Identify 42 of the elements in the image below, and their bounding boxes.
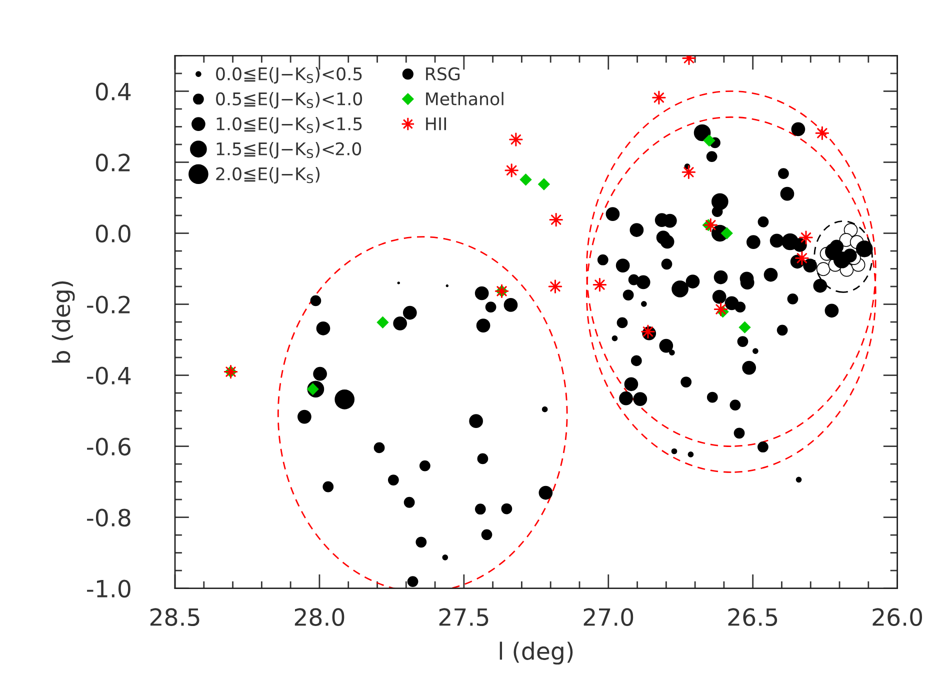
x-tick-label: 27.5 (439, 608, 488, 626)
y-tick-label: -0.4 (87, 366, 131, 385)
legend-label: 1.5≦E(J−K$_{S}$)<2.0 (216, 142, 362, 159)
legend-label: 1.0≦E(J−K$_{S}$)<1.5 (216, 116, 362, 134)
point (714, 302, 728, 316)
x-tick-label: 27.0 (584, 608, 634, 626)
legend-label: Methanol (426, 92, 504, 106)
point (509, 132, 523, 146)
point (815, 126, 830, 140)
y-tick-label: 0.0 (96, 224, 130, 243)
x-axis-title: l (deg) (500, 642, 573, 665)
point (376, 316, 389, 328)
point (549, 212, 563, 227)
x-tick-label: 28.0 (294, 608, 344, 626)
point (799, 230, 813, 244)
x-tick-label: 26.0 (872, 608, 922, 626)
y-tick-label: 0.4 (96, 82, 131, 101)
legend-label: RSG (426, 67, 460, 80)
y-tick-label: -1.0 (87, 580, 130, 598)
y-axis-title: b (deg) (52, 281, 75, 363)
point (504, 164, 518, 178)
point (795, 251, 809, 265)
x-tick-label: 28.5 (150, 608, 200, 626)
point (682, 165, 696, 180)
legend-label: 2.0≦E(J−K$_{S}$) (216, 166, 320, 184)
point (652, 90, 666, 104)
y-tick-label: -0.2 (87, 296, 130, 314)
point (738, 321, 751, 334)
legend-label: HII (426, 117, 446, 130)
point (720, 227, 733, 240)
x-tick-label: 26.5 (728, 608, 778, 626)
legend-label: 0.5≦E(J−K$_{S}$)<1.0 (216, 92, 362, 109)
y-tick-label: -0.6 (87, 438, 130, 456)
point (548, 280, 562, 294)
point (592, 278, 607, 292)
legend-label: 0.0≦E(J−K$_{S}$)<0.5 (216, 66, 362, 84)
point (703, 134, 716, 147)
y-tick-label: 0.2 (96, 154, 130, 172)
point (704, 218, 718, 232)
point (520, 174, 532, 186)
y-tick-label: -0.8 (87, 508, 130, 527)
point (538, 178, 550, 190)
